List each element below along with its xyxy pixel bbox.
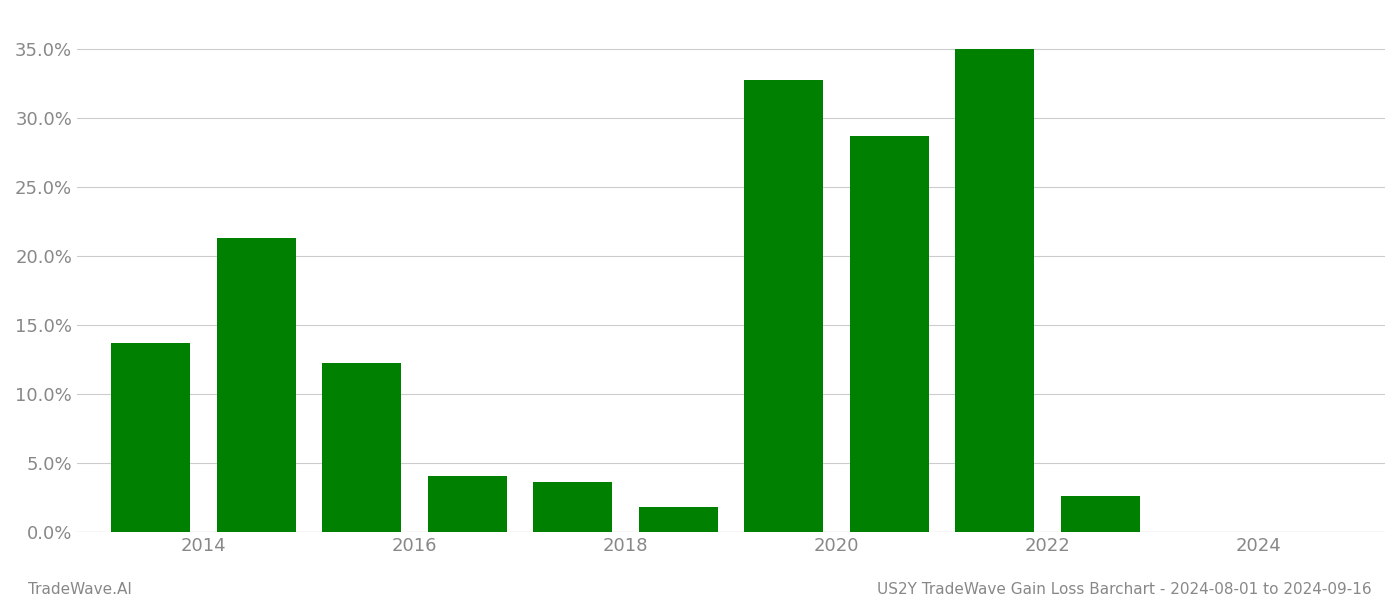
- Bar: [428, 476, 507, 532]
- Text: US2Y TradeWave Gain Loss Barchart - 2024-08-01 to 2024-09-16: US2Y TradeWave Gain Loss Barchart - 2024…: [878, 582, 1372, 597]
- Text: TradeWave.AI: TradeWave.AI: [28, 582, 132, 597]
- Bar: [1061, 496, 1140, 532]
- Bar: [322, 362, 402, 532]
- Bar: [850, 136, 928, 532]
- Bar: [955, 49, 1035, 532]
- Bar: [745, 80, 823, 532]
- Bar: [533, 482, 612, 532]
- Bar: [638, 508, 718, 532]
- Bar: [217, 238, 295, 532]
- Bar: [111, 343, 190, 532]
